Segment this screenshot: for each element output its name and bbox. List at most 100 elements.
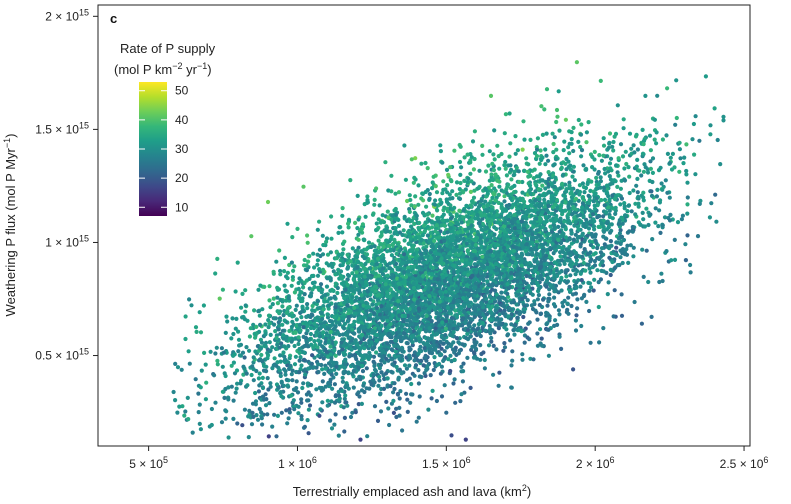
data-point xyxy=(563,161,568,166)
data-point xyxy=(402,238,407,243)
data-point xyxy=(324,239,329,244)
data-point xyxy=(285,270,290,275)
data-point xyxy=(376,245,381,250)
data-point xyxy=(458,399,463,404)
data-point xyxy=(525,233,531,238)
data-point xyxy=(397,367,402,372)
data-point xyxy=(305,233,310,238)
data-point xyxy=(586,120,591,125)
data-point xyxy=(472,156,477,162)
data-point xyxy=(438,143,443,148)
data-point xyxy=(649,193,655,198)
data-point xyxy=(588,188,593,193)
data-point xyxy=(609,222,614,227)
data-point xyxy=(320,233,325,238)
data-point xyxy=(641,274,646,279)
data-point xyxy=(563,208,568,213)
data-point xyxy=(322,371,327,376)
data-point xyxy=(621,126,626,131)
data-point xyxy=(215,256,220,261)
data-point xyxy=(641,217,646,222)
data-point xyxy=(631,188,636,193)
data-point xyxy=(714,219,719,224)
data-point xyxy=(584,299,589,304)
data-point xyxy=(270,302,275,307)
data-point xyxy=(404,391,409,396)
data-point xyxy=(384,399,389,404)
data-point xyxy=(297,346,302,352)
data-point xyxy=(292,407,297,412)
data-point xyxy=(215,358,220,363)
data-point xyxy=(382,315,387,320)
data-point xyxy=(251,414,256,419)
data-point xyxy=(229,336,234,341)
data-point xyxy=(342,429,347,434)
data-point xyxy=(468,234,473,239)
data-point xyxy=(461,369,466,374)
data-point xyxy=(574,313,579,318)
data-point xyxy=(254,324,259,329)
data-point xyxy=(675,220,681,225)
data-point xyxy=(369,261,374,266)
data-point xyxy=(289,260,294,265)
data-point xyxy=(257,313,262,318)
data-point xyxy=(515,148,521,153)
data-point xyxy=(679,217,685,222)
data-point xyxy=(517,179,522,185)
data-point xyxy=(337,322,342,327)
data-point xyxy=(490,304,495,309)
data-point xyxy=(571,125,576,130)
data-point xyxy=(480,143,485,148)
data-point xyxy=(331,269,336,274)
data-point xyxy=(342,415,347,420)
data-point xyxy=(257,371,262,376)
data-point xyxy=(359,388,365,393)
data-point xyxy=(508,186,514,191)
data-point xyxy=(272,356,277,361)
data-point xyxy=(562,194,568,199)
data-point xyxy=(476,260,481,265)
data-point xyxy=(494,347,499,352)
data-point xyxy=(441,187,446,192)
data-point xyxy=(636,201,641,206)
data-point xyxy=(494,226,499,232)
data-point xyxy=(242,407,247,412)
data-point xyxy=(506,224,511,229)
data-point xyxy=(360,369,366,374)
data-point xyxy=(335,285,340,291)
data-point xyxy=(602,166,607,172)
data-point xyxy=(596,224,601,229)
data-point xyxy=(274,382,280,387)
data-point xyxy=(359,262,364,267)
data-point xyxy=(282,255,287,260)
data-point xyxy=(546,327,551,332)
data-point xyxy=(586,226,592,231)
data-point xyxy=(350,410,355,415)
data-point xyxy=(552,135,557,140)
data-point xyxy=(183,314,188,319)
data-point xyxy=(430,213,435,218)
data-point xyxy=(608,166,613,171)
data-point xyxy=(582,190,587,195)
data-point xyxy=(290,378,295,383)
data-point xyxy=(285,276,290,281)
data-point xyxy=(173,398,178,403)
data-point xyxy=(691,121,697,127)
data-point xyxy=(383,307,388,312)
data-point xyxy=(390,362,395,367)
data-point xyxy=(325,252,331,257)
data-point xyxy=(293,307,298,312)
data-point xyxy=(483,199,488,204)
data-point xyxy=(525,298,530,303)
data-point xyxy=(528,137,533,142)
data-point xyxy=(296,404,301,409)
data-point xyxy=(544,313,549,318)
data-point xyxy=(434,398,439,404)
data-point xyxy=(329,399,334,404)
data-point xyxy=(299,363,304,368)
data-point xyxy=(221,350,226,355)
data-point xyxy=(256,309,261,314)
data-point xyxy=(252,331,257,336)
data-point xyxy=(299,414,304,419)
data-point xyxy=(296,411,301,416)
